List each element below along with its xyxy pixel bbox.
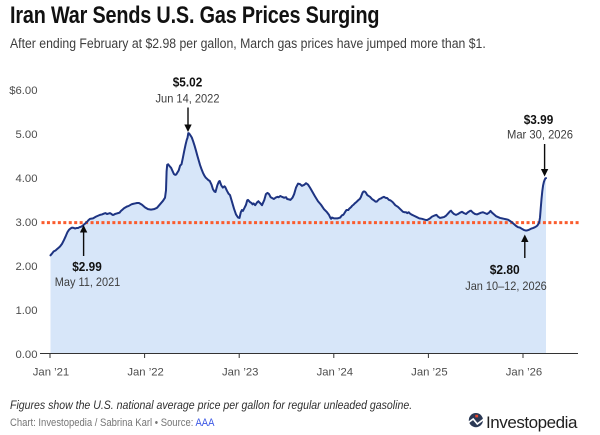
- svg-text:Jun 14, 2022: Jun 14, 2022: [156, 92, 220, 106]
- svg-text:Jan ’21: Jan ’21: [33, 367, 69, 379]
- svg-text:Jan ’24: Jan ’24: [317, 367, 353, 379]
- svg-text:May 11, 2021: May 11, 2021: [55, 275, 121, 289]
- svg-text:$2.99: $2.99: [72, 259, 102, 274]
- svg-text:Jan 10–12, 2026: Jan 10–12, 2026: [465, 279, 547, 293]
- svg-text:Jan ’26: Jan ’26: [506, 367, 542, 379]
- svg-text:Jan ’23: Jan ’23: [222, 367, 258, 379]
- svg-text:0.00: 0.00: [16, 349, 38, 361]
- svg-text:2.00: 2.00: [16, 261, 38, 273]
- svg-text:5.00: 5.00: [16, 129, 38, 141]
- svg-text:3.00: 3.00: [16, 217, 38, 229]
- svg-text:$6.00: $6.00: [9, 85, 37, 97]
- svg-text:1.00: 1.00: [16, 305, 38, 317]
- svg-text:Jan ’25: Jan ’25: [411, 367, 447, 379]
- svg-text:$2.80: $2.80: [490, 262, 520, 277]
- svg-text:$3.99: $3.99: [524, 112, 554, 127]
- svg-text:4.00: 4.00: [16, 173, 38, 185]
- svg-text:Mar 30, 2026: Mar 30, 2026: [507, 128, 573, 142]
- svg-text:Jan ’22: Jan ’22: [127, 367, 163, 379]
- svg-text:$5.02: $5.02: [173, 75, 203, 90]
